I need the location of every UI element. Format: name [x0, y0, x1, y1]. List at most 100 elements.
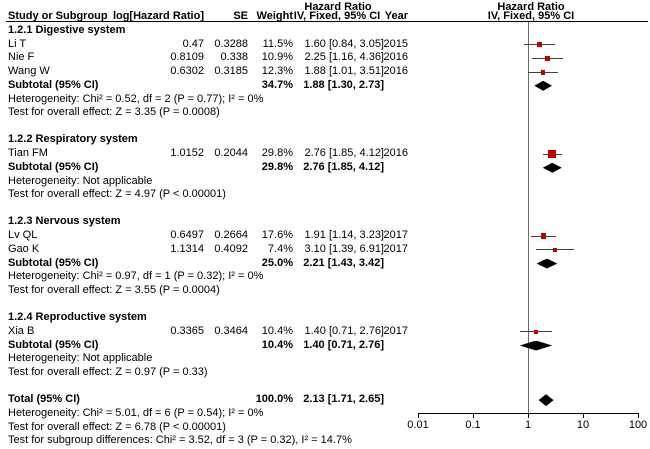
group-heading: 1.2.2 Respiratory system: [8, 133, 138, 146]
stat-line: Heterogeneity: Chi² = 0.97, df = 1 (P = …: [8, 270, 264, 283]
se-value: 0.2664: [214, 229, 248, 242]
subtotal-label: Subtotal (95% CI): [8, 160, 99, 173]
stat-line: Heterogeneity: Chi² = 0.52, df = 2 (P = …: [8, 92, 264, 105]
effect-square: [548, 150, 556, 158]
year-value: 2017: [383, 242, 408, 255]
weight-value: 11.5%: [262, 37, 293, 50]
weight-value: 7.4%: [267, 242, 293, 255]
hr-ci-value: 2.13 [1.71, 2.65]: [303, 393, 384, 406]
hr-ci-value: 2.76 [1.85, 4.12]: [303, 160, 384, 173]
x-tick-label: 0.1: [465, 419, 481, 431]
subtotal-label: Subtotal (95% CI): [8, 256, 99, 269]
x-tick-label: 1: [524, 419, 532, 431]
hr-ci-value: 2.25 [1.16, 4.36]: [304, 51, 384, 64]
weight-value: 10.4%: [261, 338, 293, 351]
group-heading: 1.2.4 Reproductive system: [8, 311, 147, 324]
weight-value: 29.8%: [261, 147, 293, 160]
weight-value: 100.0%: [255, 393, 293, 406]
loghr-value: 0.8109: [170, 51, 204, 64]
year-value: 2016: [383, 147, 408, 160]
subtotal-label: Subtotal (95% CI): [8, 338, 99, 351]
pooled-diamond: [536, 258, 558, 269]
hr-ci-value: 1.88 [1.30, 2.73]: [303, 78, 384, 91]
column-header-weight: Weight: [256, 10, 293, 22]
se-value: 0.3464: [214, 324, 248, 337]
loghr-value: 0.6302: [170, 65, 204, 78]
pooled-diamond: [534, 80, 552, 91]
weight-value: 34.7%: [261, 78, 293, 91]
loghr-value: 1.1314: [170, 242, 204, 255]
weight-value: 17.6%: [261, 229, 293, 242]
group-heading: 1.2.3 Nervous system: [8, 215, 121, 228]
column-header-loghr: log[Hazard Ratio]: [112, 10, 204, 22]
weight-value: 10.4%: [261, 324, 293, 337]
study-name: Lv QL: [8, 229, 38, 242]
x-tick-label: 0.01: [407, 419, 429, 431]
column-header-year: Year: [384, 10, 408, 22]
x-tick-label: 10: [576, 419, 590, 431]
stat-line: Test for overall effect: Z = 0.97 (P = 0…: [8, 365, 208, 378]
effect-square: [540, 233, 547, 239]
year-value: 2017: [383, 324, 408, 337]
effect-square: [533, 329, 539, 334]
total-label: Total (95% CI): [8, 393, 80, 406]
stat-line: Test for overall effect: Z = 3.35 (P = 0…: [8, 106, 220, 119]
effect-square: [553, 247, 557, 252]
hr-ci-value: 3.10 [1.39, 6.91]: [304, 242, 384, 255]
subtotal-label: Subtotal (95% CI): [8, 78, 99, 91]
x-tick-label: 100: [628, 419, 648, 431]
left-hr-column-title: Hazard Ratio: [304, 1, 372, 13]
loghr-value: 0.47: [182, 37, 204, 50]
column-header-se: SE: [233, 10, 248, 22]
se-value: 0.3185: [214, 65, 248, 78]
stat-line: Test for overall effect: Z = 4.97 (P < 0…: [8, 188, 226, 201]
stat-line: Test for subgroup differences: Chi² = 3.…: [8, 434, 352, 447]
hr-ci-value: 2.76 [1.85, 4.12]: [304, 147, 384, 160]
study-name: Wang W: [8, 65, 50, 78]
pooled-diamond: [519, 340, 553, 351]
study-name: Li T: [8, 37, 27, 50]
stat-line: Heterogeneity: Chi² = 5.01, df = 6 (P = …: [8, 406, 264, 419]
hr-ci-value: 2.21 [1.43, 3.42]: [303, 256, 384, 269]
weight-value: 25.0%: [261, 256, 293, 269]
loghr-value: 0.6497: [170, 229, 204, 242]
effect-square: [536, 42, 542, 48]
plot-hr-title: Hazard Ratio: [497, 1, 565, 13]
stat-line: Heterogeneity: Not applicable: [8, 352, 153, 365]
year-value: 2016: [383, 65, 408, 78]
weight-value: 12.3%: [261, 65, 293, 78]
hr-ci-value: 1.88 [1.01, 3.51]: [304, 65, 384, 78]
weight-value: 29.8%: [261, 160, 293, 173]
group-heading: 1.2.1 Digestive system: [8, 24, 126, 36]
se-value: 0.2044: [214, 147, 248, 160]
x-axis-tick: [527, 413, 529, 418]
study-name: Xia B: [8, 324, 35, 337]
x-axis-line: [418, 412, 639, 414]
hr-ci-value: 1.40 [0.71, 2.76]: [304, 324, 384, 337]
weight-value: 10.9%: [261, 51, 293, 64]
year-value: 2017: [383, 229, 408, 242]
loghr-value: 1.0152: [170, 147, 204, 160]
stat-line: Heterogeneity: Not applicable: [8, 174, 153, 187]
year-value: 2016: [383, 51, 408, 64]
study-name: Gao K: [8, 242, 40, 255]
pooled-diamond: [538, 394, 554, 407]
column-header-hr-ci: IV, Fixed, 95% CI: [293, 10, 381, 22]
effect-square: [540, 69, 546, 75]
se-value: 0.3288: [214, 37, 248, 50]
pooled-diamond: [542, 162, 562, 173]
study-name: Nie F: [8, 51, 35, 64]
stat-line: Test for overall effect: Z = 3.55 (P = 0…: [8, 283, 220, 296]
column-header-study: Study or Subgroup: [8, 10, 108, 22]
hr-ci-value: 1.91 [1.14, 3.23]: [304, 229, 384, 242]
effect-square: [545, 56, 550, 61]
x-axis-tick: [472, 413, 474, 418]
se-value: 0.4092: [214, 242, 248, 255]
x-axis-tick: [637, 413, 639, 418]
header-divider: [6, 20, 648, 22]
stat-line: Test for overall effect: Z = 6.78 (P < 0…: [8, 420, 226, 433]
study-name: Tian FM: [8, 147, 48, 160]
se-value: 0.338: [220, 51, 248, 64]
plot-hr-subtitle: IV, Fixed, 95% CI: [487, 10, 575, 22]
